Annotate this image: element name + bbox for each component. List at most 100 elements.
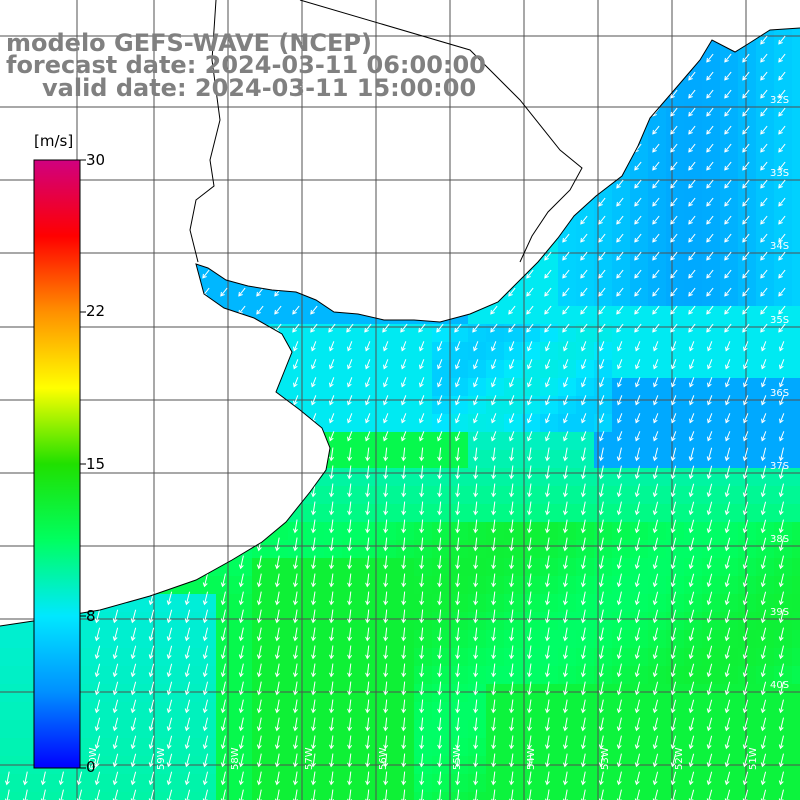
wind-arrow bbox=[616, 519, 622, 534]
wind-arrow bbox=[130, 681, 137, 696]
wind-arrow bbox=[383, 555, 389, 570]
wind-cell bbox=[684, 216, 702, 234]
wind-cell bbox=[360, 342, 378, 360]
wind-cell bbox=[306, 558, 324, 576]
wind-cell bbox=[738, 126, 756, 144]
wind-arrow bbox=[508, 287, 516, 297]
wind-arrow bbox=[779, 431, 785, 442]
wind-arrow bbox=[292, 753, 298, 768]
wind-cell bbox=[198, 648, 216, 666]
wind-cell bbox=[504, 792, 522, 800]
wind-arrow bbox=[491, 377, 497, 388]
wind-arrow bbox=[130, 645, 137, 660]
wind-arrow bbox=[778, 663, 784, 678]
wind-arrow bbox=[581, 395, 587, 406]
wind-arrow bbox=[166, 771, 173, 786]
wind-arrow bbox=[491, 627, 497, 642]
wind-arrow bbox=[742, 537, 749, 552]
wind-cell bbox=[738, 774, 756, 792]
wind-cell bbox=[252, 648, 270, 666]
wind-arrow bbox=[562, 717, 568, 732]
wind-arrow bbox=[634, 573, 641, 588]
wind-arrow bbox=[724, 161, 732, 171]
wind-arrow bbox=[724, 465, 731, 480]
wind-cell bbox=[612, 450, 630, 468]
wind-arrow bbox=[130, 699, 137, 714]
wind-cell bbox=[324, 792, 342, 800]
wind-cell bbox=[486, 378, 504, 396]
coastline bbox=[0, 0, 800, 627]
wind-arrow bbox=[544, 323, 552, 333]
model-title: modelo GEFS-WAVE (NCEP) bbox=[6, 29, 372, 57]
wind-arrow bbox=[599, 413, 605, 424]
wind-arrow bbox=[148, 627, 155, 642]
wind-cell bbox=[756, 144, 774, 162]
wind-arrow bbox=[689, 341, 695, 352]
wind-cell bbox=[774, 450, 792, 468]
wind-cell bbox=[738, 720, 756, 738]
wind-arrow bbox=[364, 323, 372, 333]
wind-arrow bbox=[292, 627, 298, 642]
wind-arrow bbox=[671, 413, 677, 424]
wind-arrow bbox=[581, 377, 587, 388]
wind-arrow bbox=[778, 233, 786, 243]
wind-arrow bbox=[40, 771, 46, 786]
wind-arrow bbox=[527, 519, 532, 534]
wind-arrow bbox=[616, 287, 624, 297]
wind-cell bbox=[198, 792, 216, 800]
wind-cell bbox=[108, 702, 126, 720]
wind-cell bbox=[504, 414, 522, 432]
wind-arrow bbox=[329, 645, 335, 660]
wind-arrow bbox=[616, 717, 622, 732]
wind-cell bbox=[684, 702, 702, 720]
wind-cell bbox=[720, 666, 738, 684]
wind-cell bbox=[630, 594, 648, 612]
wind-arrow bbox=[670, 107, 678, 117]
wind-cell bbox=[594, 468, 612, 486]
wind-arrow bbox=[634, 501, 641, 516]
wind-arrow bbox=[94, 771, 101, 786]
wind-cell bbox=[576, 666, 594, 684]
wind-cell bbox=[594, 558, 612, 576]
colorbar-tick-8: 8 bbox=[86, 607, 96, 625]
wind-arrow bbox=[455, 699, 461, 714]
wind-arrow bbox=[311, 735, 316, 750]
wind-arrow bbox=[491, 555, 497, 570]
wind-cell bbox=[306, 648, 324, 666]
wind-arrow bbox=[760, 179, 768, 189]
wind-arrow bbox=[634, 609, 641, 624]
wind-cell bbox=[576, 612, 594, 630]
wind-cell bbox=[558, 378, 576, 396]
wind-arrow bbox=[634, 699, 641, 714]
wind-arrow bbox=[491, 359, 497, 370]
wind-arrow bbox=[689, 359, 695, 370]
lon-label: 57W bbox=[304, 747, 315, 770]
wind-arrow bbox=[455, 627, 461, 642]
wind-arrow bbox=[652, 447, 659, 462]
wind-arrow bbox=[544, 269, 552, 279]
wind-arrow bbox=[706, 573, 713, 588]
wind-arrow bbox=[544, 519, 550, 534]
wind-cell bbox=[648, 378, 666, 396]
lon-label: 60W bbox=[88, 747, 99, 770]
wind-cell bbox=[378, 792, 396, 800]
wind-arrow bbox=[419, 359, 425, 370]
wind-arrow bbox=[166, 663, 173, 678]
wind-arrow bbox=[616, 197, 624, 207]
wind-cell bbox=[666, 558, 684, 576]
wind-cell bbox=[432, 342, 450, 360]
wind-arrow bbox=[347, 413, 353, 424]
wind-arrow bbox=[347, 359, 353, 370]
wind-cell bbox=[522, 684, 540, 702]
wind-arrow bbox=[760, 233, 768, 243]
wind-arrow bbox=[274, 771, 280, 786]
wind-arrow bbox=[544, 735, 550, 750]
wind-arrow bbox=[491, 735, 497, 750]
wind-arrow bbox=[383, 681, 389, 696]
wind-cell bbox=[540, 648, 558, 666]
wind-cell bbox=[108, 684, 126, 702]
wind-cell bbox=[144, 720, 162, 738]
wind-cell bbox=[576, 558, 594, 576]
wind-arrow bbox=[724, 125, 732, 135]
wind-arrow bbox=[311, 537, 316, 552]
